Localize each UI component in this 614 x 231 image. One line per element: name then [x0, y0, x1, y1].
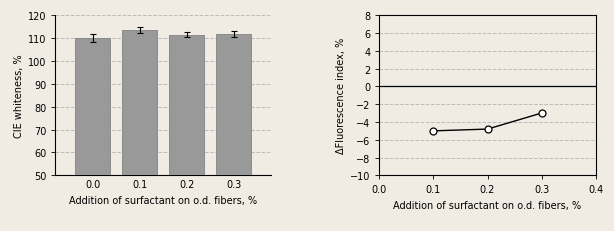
Bar — [76, 39, 111, 231]
Y-axis label: ΔFluorescence index, %: ΔFluorescence index, % — [336, 38, 346, 154]
Y-axis label: CIE whiteness, %: CIE whiteness, % — [14, 54, 23, 137]
X-axis label: Addition of surfactant on o.d. fibers, %: Addition of surfactant on o.d. fibers, % — [69, 195, 257, 205]
Bar — [122, 31, 157, 231]
X-axis label: Addition of surfactant on o.d. fibers, %: Addition of surfactant on o.d. fibers, % — [394, 200, 581, 210]
Bar — [216, 35, 251, 231]
Bar — [169, 36, 204, 231]
